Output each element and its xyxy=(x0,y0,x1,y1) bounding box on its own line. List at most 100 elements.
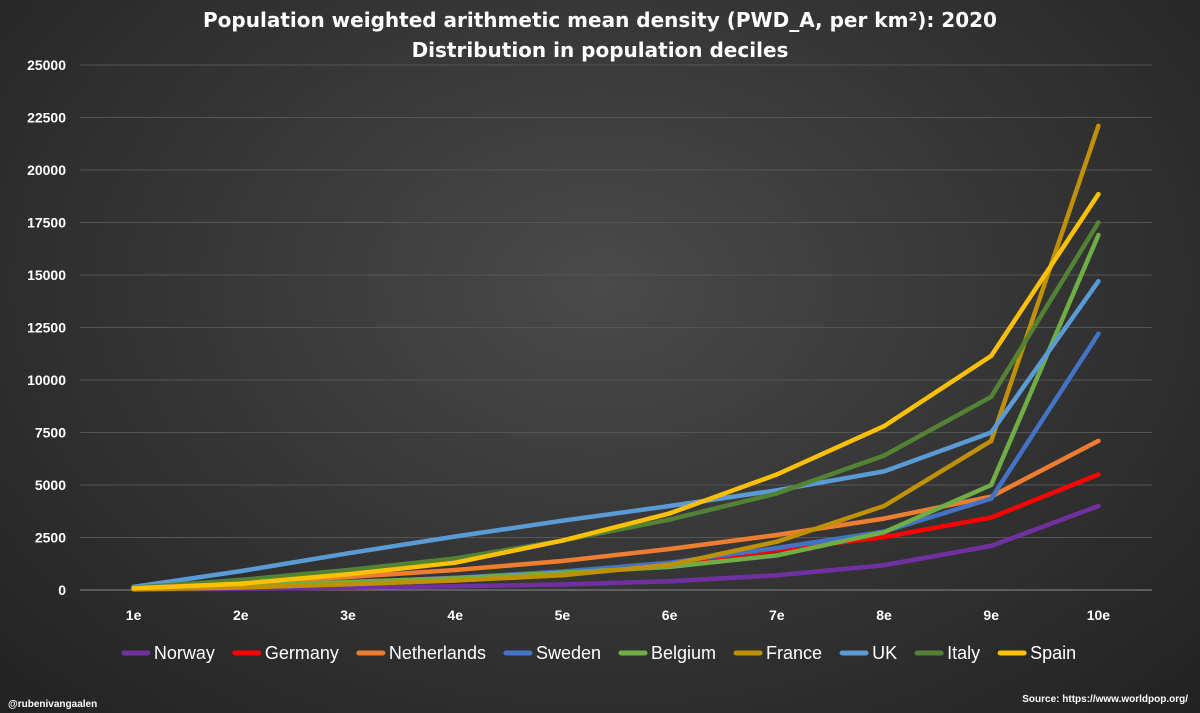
data-point xyxy=(989,438,994,444)
data-point xyxy=(345,572,351,577)
credit-text: @rubenivangaalen xyxy=(8,699,97,710)
data-point xyxy=(453,567,458,573)
data-point xyxy=(667,562,672,567)
data-point xyxy=(774,472,779,477)
data-point xyxy=(774,573,779,578)
data-point xyxy=(238,581,243,586)
data-point xyxy=(989,496,994,501)
data-point xyxy=(131,586,136,591)
legend-label: Germany xyxy=(265,643,339,663)
chart-subtitle: Distribution in population deciles xyxy=(412,38,789,62)
legend-item-norway: Norway xyxy=(121,643,215,663)
y-tick-label: 20000 xyxy=(27,162,66,178)
y-tick-label: 17500 xyxy=(27,215,66,231)
data-point xyxy=(1096,232,1101,238)
data-point xyxy=(560,538,565,543)
data-point xyxy=(881,534,887,540)
x-tick-label: 1e xyxy=(126,607,142,623)
x-axis-ticks: 1e 2e 3e 4e 5e 6e 7e 8e 9e 10e xyxy=(126,607,1110,623)
series-italy xyxy=(131,220,1101,590)
data-point xyxy=(667,578,672,584)
x-tick-label: 2e xyxy=(233,607,249,623)
data-point xyxy=(560,582,565,587)
data-point xyxy=(238,568,243,574)
x-tick-label: 5e xyxy=(555,607,571,623)
legend-label: Italy xyxy=(947,643,980,663)
data-point xyxy=(774,553,779,558)
data-point xyxy=(881,424,887,429)
data-point xyxy=(453,560,458,565)
series-lines xyxy=(131,123,1101,592)
data-point xyxy=(881,563,887,568)
data-point xyxy=(774,539,779,544)
data-point xyxy=(774,545,779,551)
legend-label: Sweden xyxy=(536,643,601,663)
data-point xyxy=(1096,472,1101,477)
data-point xyxy=(989,394,994,399)
y-tick-label: 2500 xyxy=(35,530,66,546)
data-point xyxy=(238,585,243,590)
legend-item-germany: Germany xyxy=(232,643,339,663)
y-axis-ticks: 0 2500 5000 7500 10000 12500 15000 17500 20000 22… xyxy=(27,57,66,598)
y-tick-label: 5000 xyxy=(35,477,66,493)
series-spain xyxy=(131,191,1101,591)
data-point xyxy=(560,518,565,523)
y-tick-label: 15000 xyxy=(27,267,66,283)
legend-label: UK xyxy=(872,643,897,663)
x-tick-label: 9e xyxy=(983,607,999,623)
data-point xyxy=(1096,503,1101,509)
data-point xyxy=(667,517,672,522)
data-point xyxy=(774,532,779,538)
series-line-belgium xyxy=(131,232,1101,591)
data-point xyxy=(453,556,458,561)
data-point xyxy=(453,534,458,539)
data-point xyxy=(1096,438,1101,444)
data-point xyxy=(345,582,351,587)
x-tick-label: 10e xyxy=(1087,607,1111,623)
data-point xyxy=(881,530,887,535)
series-line-italy xyxy=(131,220,1101,590)
legend-item-uk: UK xyxy=(839,643,897,663)
x-tick-label: 4e xyxy=(447,607,463,623)
data-point xyxy=(560,573,565,578)
data-point xyxy=(774,491,779,496)
data-point xyxy=(667,511,672,516)
gridlines xyxy=(80,64,1152,591)
data-point xyxy=(1096,191,1101,197)
data-point xyxy=(453,584,458,589)
data-point xyxy=(1096,123,1101,129)
data-point xyxy=(667,546,672,552)
data-point xyxy=(881,516,887,521)
legend-item-belgium: Belgium xyxy=(618,643,716,663)
data-point xyxy=(881,453,887,458)
legend-item-france: France xyxy=(733,643,822,663)
legend-label: Spain xyxy=(1030,643,1076,663)
data-point xyxy=(989,515,994,520)
series-line-uk xyxy=(131,279,1101,590)
y-tick-label: 7500 xyxy=(35,425,66,441)
source-text: Source: https://www.worldpop.org/ xyxy=(1022,694,1188,705)
legend-label: Belgium xyxy=(651,643,716,663)
y-tick-label: 22500 xyxy=(27,110,66,126)
data-point xyxy=(345,551,351,556)
data-point xyxy=(1096,279,1101,284)
data-point xyxy=(881,469,887,474)
legend-item-italy: Italy xyxy=(914,643,980,663)
legend-item-netherlands: Netherlands xyxy=(356,643,486,663)
data-point xyxy=(1096,220,1101,225)
legend: Norway Germany Netherlands Sweden Belgium Fra… xyxy=(121,643,1076,663)
data-point xyxy=(989,543,994,549)
y-tick-label: 12500 xyxy=(27,320,66,336)
data-point xyxy=(989,482,994,488)
legend-label: Norway xyxy=(154,643,215,663)
data-point xyxy=(989,353,994,359)
series-line-france xyxy=(131,123,1101,592)
x-tick-label: 3e xyxy=(340,607,356,623)
data-point xyxy=(560,558,565,564)
series-line-norway xyxy=(131,503,1101,592)
legend-item-spain: Spain xyxy=(997,643,1076,663)
data-point xyxy=(881,503,887,509)
series-line-spain xyxy=(131,191,1101,591)
x-tick-label: 6e xyxy=(662,607,678,623)
